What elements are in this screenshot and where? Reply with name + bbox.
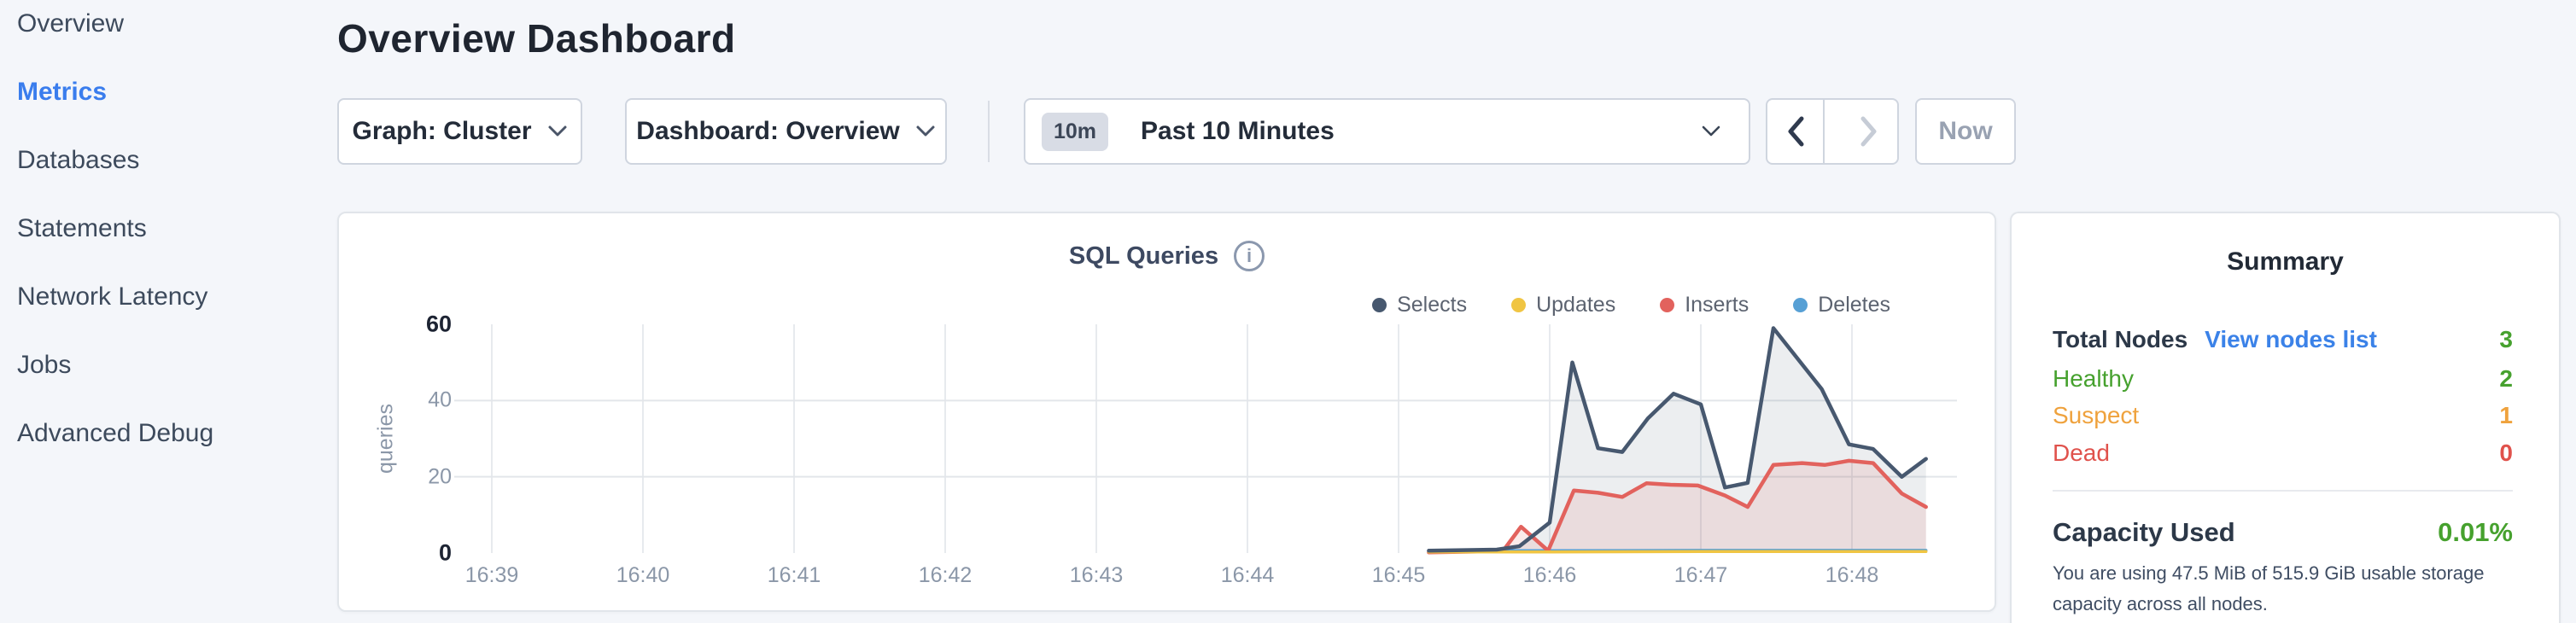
- graph-dropdown-label: Graph: Cluster: [352, 117, 532, 145]
- x-tick-16-47: 16:47: [1674, 563, 1728, 587]
- page-title: Overview Dashboard: [337, 16, 736, 61]
- y-tick-0: 0: [438, 539, 452, 566]
- legend-item-selects[interactable]: Selects: [1372, 293, 1467, 317]
- x-tick-16-41: 16:41: [767, 563, 821, 587]
- legend-item-updates[interactable]: Updates: [1511, 293, 1615, 317]
- capacity-description: You are using 47.5 MiB of 515.9 GiB usab…: [2053, 562, 2485, 614]
- x-tick-16-42: 16:42: [918, 563, 973, 587]
- chevron-left-icon: [1788, 116, 1804, 147]
- sidebar-item-network-latency[interactable]: Network Latency: [17, 282, 208, 311]
- dashboard-dropdown[interactable]: Dashboard: Overview: [625, 98, 947, 165]
- total-nodes-value: 3: [2499, 326, 2513, 352]
- y-tick-60: 60: [425, 311, 452, 337]
- legend-label: Selects: [1397, 293, 1468, 317]
- updates-legend-dot-icon: [1511, 298, 1527, 312]
- selects-legend-dot-icon: [1372, 298, 1387, 312]
- summary-row-healthy: Healthy 2: [2053, 360, 2513, 398]
- x-tick-16-39: 16:39: [464, 563, 519, 587]
- chevron-down-icon: [916, 125, 935, 137]
- chevron-down-icon: [548, 125, 567, 137]
- time-range-badge: 10m: [1042, 112, 1109, 151]
- x-tick-16-45: 16:45: [1371, 563, 1426, 587]
- summary-row-total-nodes: Total Nodes View nodes list 3: [2053, 321, 2513, 358]
- inserts-legend-dot-icon: [1660, 298, 1675, 312]
- summary-panel: Summary Total Nodes View nodes list 3 Healt…: [2010, 212, 2561, 623]
- sql-queries-chart[interactable]: [339, 213, 1995, 610]
- dead-label: Dead: [2053, 440, 2110, 466]
- summary-row-dead: Dead 0: [2053, 434, 2513, 472]
- summary-title: Summary: [2227, 247, 2344, 276]
- total-nodes-label: Total Nodes: [2053, 326, 2188, 352]
- dead-value: 0: [2499, 440, 2513, 466]
- time-range-label: Past 10 Minutes: [1141, 117, 1335, 145]
- sidebar-item-jobs[interactable]: Jobs: [17, 351, 72, 379]
- capacity-used-value: 0.01%: [2438, 517, 2513, 547]
- x-tick-16-44: 16:44: [1220, 563, 1275, 587]
- sidebar-item-statements[interactable]: Statements: [17, 214, 147, 242]
- previous-time-button[interactable]: [1767, 100, 1825, 163]
- healthy-value: 2: [2499, 365, 2513, 392]
- summary-divider: [2053, 490, 2513, 492]
- sidebar-item-databases[interactable]: Databases: [17, 146, 140, 174]
- next-time-button[interactable]: [1840, 100, 1897, 163]
- sidebar-item-advanced-debug[interactable]: Advanced Debug: [17, 419, 214, 447]
- toolbar-divider: [988, 101, 990, 162]
- deletes-legend-dot-icon: [1793, 298, 1808, 312]
- sidebar-nav: Overview Metrics Databases Statements Networ…: [17, 5, 324, 483]
- graph-dropdown[interactable]: Graph: Cluster: [337, 98, 582, 165]
- sql-queries-chart-card: SQL Queries i Selects Updates Inserts Delet…: [337, 212, 1996, 612]
- chevron-right-icon: [1860, 116, 1877, 147]
- legend-label: Deletes: [1818, 293, 1890, 317]
- capacity-used-label: Capacity Used: [2053, 517, 2235, 547]
- suspect-value: 1: [2499, 402, 2513, 428]
- legend-item-inserts[interactable]: Inserts: [1660, 293, 1749, 317]
- chevron-down-icon: [1702, 125, 1720, 137]
- y-tick-40: 40: [428, 387, 452, 412]
- legend-item-deletes[interactable]: Deletes: [1793, 293, 1890, 317]
- time-pager: [1766, 98, 1899, 165]
- summary-row-suspect: Suspect 1: [2053, 397, 2513, 434]
- x-tick-16-48: 16:48: [1825, 563, 1879, 587]
- chart-title: SQL Queries: [1068, 242, 1219, 270]
- x-tick-16-43: 16:43: [1069, 563, 1124, 587]
- now-button[interactable]: Now: [1915, 98, 2016, 165]
- suspect-label: Suspect: [2053, 402, 2140, 428]
- info-icon[interactable]: i: [1234, 241, 1265, 271]
- dashboard-dropdown-label: Dashboard: Overview: [636, 117, 900, 145]
- sidebar-item-metrics[interactable]: Metrics: [17, 78, 108, 106]
- view-nodes-list-link[interactable]: View nodes list: [2205, 326, 2377, 352]
- sidebar-item-overview[interactable]: Overview: [17, 9, 125, 38]
- y-tick-20: 20: [428, 464, 452, 489]
- time-range-selector[interactable]: 10m Past 10 Minutes: [1024, 98, 1750, 165]
- x-tick-16-40: 16:40: [616, 563, 670, 587]
- x-tick-16-46: 16:46: [1522, 563, 1577, 587]
- legend-label: Inserts: [1685, 293, 1749, 317]
- healthy-label: Healthy: [2053, 365, 2134, 392]
- chart-legend: Selects Updates Inserts Deletes: [1372, 293, 1890, 317]
- legend-label: Updates: [1536, 293, 1616, 317]
